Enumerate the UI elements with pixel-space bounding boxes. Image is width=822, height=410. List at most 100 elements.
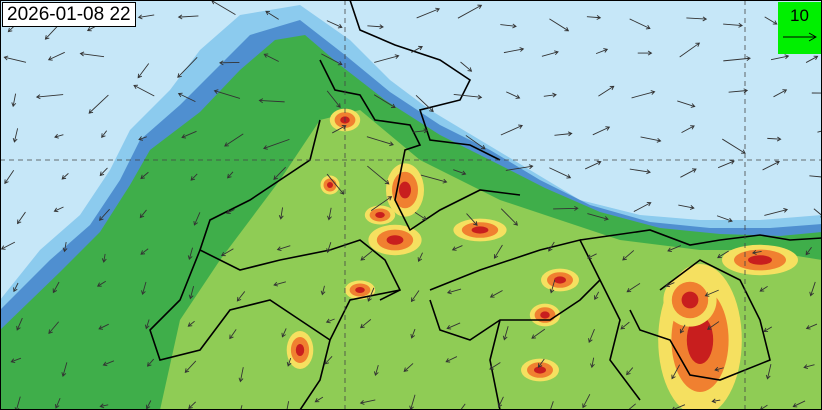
wind-arrow [711, 398, 721, 404]
wind-arrow [102, 360, 115, 367]
wind-arrow [54, 133, 64, 139]
wind-arrow [503, 47, 525, 54]
wind-arrow [138, 136, 147, 141]
wind-arrow [326, 242, 332, 254]
hotspot [355, 287, 365, 293]
hotspot [681, 291, 699, 309]
wind-arrow [88, 94, 109, 114]
wind-arrow [273, 166, 286, 180]
wind-arrow [326, 20, 343, 29]
wind-arrow [61, 362, 68, 377]
wind-arrow [722, 138, 746, 154]
wind-arrow [263, 53, 279, 62]
wind-arrow [549, 167, 572, 179]
wind-arrow [714, 366, 724, 372]
wind-arrow [582, 394, 591, 409]
wind-arrow [457, 4, 483, 19]
wind-arrow [809, 175, 822, 178]
wind-arrow [16, 317, 23, 331]
wind-arrow [584, 160, 602, 170]
wind-arrow [640, 136, 662, 143]
wind-arrow [629, 18, 651, 30]
wind-arrow [764, 207, 789, 216]
wind-arrow [588, 328, 595, 343]
wind-arrow [500, 23, 517, 29]
wind-arrow [410, 328, 416, 339]
wind-arrow [686, 16, 708, 22]
hotspot [471, 226, 489, 234]
wind-arrow [11, 93, 17, 108]
wind-arrow [226, 209, 235, 215]
wind-arrow [367, 165, 390, 185]
wind-arrow [549, 18, 570, 32]
wind-arrow [177, 92, 196, 103]
wind-arrow [489, 362, 501, 370]
wind-arrow [367, 287, 375, 302]
wind-arrow [238, 367, 244, 383]
wind-arrow [99, 208, 110, 221]
wind-arrow [667, 245, 682, 252]
wind-arrow [446, 322, 461, 330]
hotspot [399, 181, 411, 199]
borders [149, 0, 822, 410]
wind-arrow [281, 328, 287, 338]
wind-arrow [765, 363, 772, 380]
wind-arrow [500, 124, 523, 136]
wind-arrow [133, 84, 155, 97]
wind-arrow [502, 326, 509, 341]
wind-scale-value: 10 [790, 6, 809, 25]
wind-arrow [101, 253, 107, 263]
wind-arrow [665, 282, 675, 288]
wind-arrow [273, 281, 286, 287]
hotspot [327, 182, 333, 188]
wind-arrow [717, 160, 735, 169]
hotspot [540, 311, 550, 319]
wind-arrow [751, 249, 762, 255]
wind-arrow [598, 85, 615, 97]
wind-arrow [805, 247, 812, 256]
wind-arrow [101, 130, 108, 138]
wind-arrow [678, 204, 695, 210]
wind-arrow [543, 92, 557, 98]
wind-scale-legend: 10 [778, 2, 821, 54]
wind-arrow [181, 130, 197, 139]
wind-arrow [137, 14, 155, 20]
wind-arrow [716, 215, 733, 223]
wind-arrow [620, 321, 630, 330]
wind-arrow [446, 288, 462, 295]
wind-arrow [276, 245, 291, 252]
wind-arrow [412, 128, 429, 134]
wind-arrow [767, 136, 782, 142]
wind-arrow [326, 173, 345, 195]
wind-arrow [12, 128, 19, 143]
wind-arrow [549, 279, 556, 294]
wind-arrow [374, 54, 400, 63]
wind-arrow [188, 401, 196, 410]
wind-arrow [240, 405, 243, 410]
wind-arrow [220, 248, 234, 257]
wind-arrow [265, 10, 279, 20]
wind-arrow [717, 250, 729, 259]
wind-arrow [414, 212, 427, 221]
wind-arrow [0, 241, 16, 250]
wind-arrow [453, 169, 467, 176]
wind-arrow [489, 290, 503, 298]
wind-arrow [286, 357, 292, 367]
wind-arrow [626, 367, 634, 376]
wind-arrow [99, 403, 109, 409]
wind-arrow [679, 324, 686, 334]
wind-arrow [188, 286, 195, 300]
wind-arrow [590, 357, 595, 369]
wind-arrow [803, 364, 815, 370]
wind-arrow [177, 14, 199, 20]
wind-arrow [671, 364, 681, 380]
wind-arrow [465, 135, 486, 150]
wind-arrow [681, 125, 695, 134]
wind-arrow [554, 131, 573, 137]
wind-arrow [763, 326, 773, 332]
wind-arrow [62, 242, 68, 253]
wind-arrow [677, 100, 696, 108]
